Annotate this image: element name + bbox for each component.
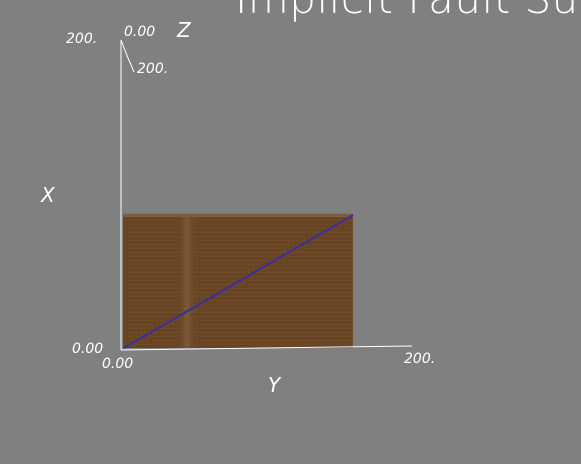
z-axis-max-label: 200. <box>137 61 169 77</box>
y-axis-name: Y <box>268 373 281 397</box>
x-axis-min-label: 0.00 <box>72 341 104 357</box>
volume-band <box>176 217 198 348</box>
y-axis-min-label: 0.00 <box>102 356 134 372</box>
x-axis-name: X <box>41 183 55 207</box>
y-axis-max-label: 200. <box>404 351 436 367</box>
axis-lines <box>120 39 413 351</box>
volume-top-edge <box>123 213 353 217</box>
z-axis-min-label: 0.00 <box>124 24 156 40</box>
z-axis-name: Z <box>177 18 191 42</box>
volume-grid <box>123 231 353 333</box>
x-axis-max-label: 200. <box>66 31 98 47</box>
viewport-title: Implicit Fault Surface <box>235 0 581 23</box>
fault-surface-line <box>123 214 354 349</box>
